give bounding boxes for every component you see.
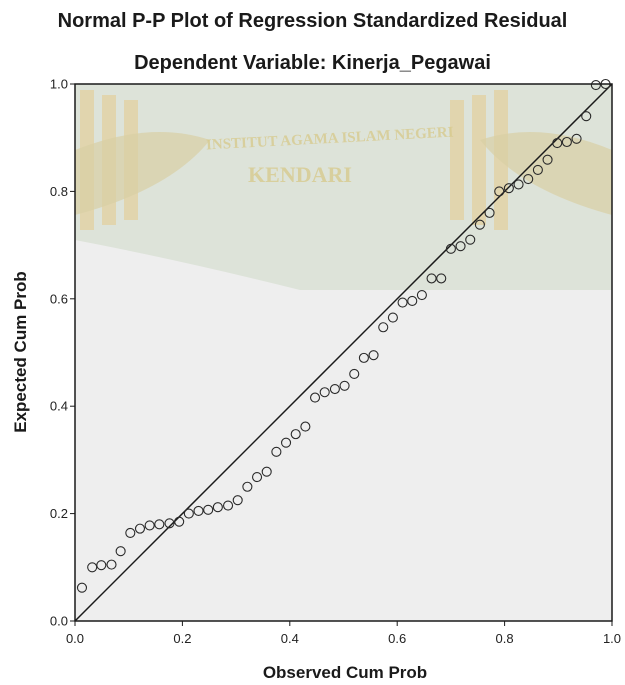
data-point-45: [513, 179, 524, 190]
data-point-5: [125, 527, 136, 538]
data-point-28: [349, 368, 360, 380]
y-tick-label-1: 0.2: [50, 506, 68, 521]
data-point-21: [280, 437, 292, 448]
data-point-42: [484, 207, 495, 218]
data-point-47: [532, 164, 543, 175]
plot-frame: [74, 83, 613, 622]
data-point-0: [76, 582, 88, 593]
data-point-2: [96, 560, 107, 571]
data-point-9: [164, 518, 175, 529]
data-point-52: [581, 111, 592, 122]
data-point-26: [329, 383, 340, 395]
x-tick-label-3: 0.6: [388, 631, 406, 646]
data-point-33: [397, 297, 408, 308]
y-tick-label-3: 0.6: [50, 291, 68, 306]
data-point-20: [271, 446, 282, 457]
x-tick-label-5: 1.0: [603, 631, 621, 646]
data-point-22: [290, 429, 301, 440]
data-point-18: [251, 472, 263, 483]
data-point-12: [193, 505, 204, 516]
x-axis: 0.0 0.2 0.4 0.6 0.8 1.0: [66, 621, 621, 646]
data-point-50: [561, 136, 572, 148]
data-point-7: [144, 520, 155, 531]
y-tick-label-2: 0.4: [50, 399, 68, 414]
reference-line: [74, 83, 613, 622]
data-point-36: [426, 273, 437, 284]
data-point-8: [154, 519, 165, 530]
data-point-6: [134, 523, 146, 534]
y-axis: 0.0 0.2 0.4 0.6 0.8 1.0: [50, 77, 75, 629]
data-points: [76, 78, 611, 593]
data-point-25: [319, 387, 330, 398]
y-tick-label-0: 0.0: [50, 614, 68, 629]
data-point-14: [212, 502, 223, 513]
data-point-16: [232, 495, 243, 506]
data-point-24: [309, 392, 321, 403]
data-point-37: [436, 273, 447, 284]
data-point-34: [407, 295, 418, 306]
data-point-13: [203, 504, 214, 515]
data-point-51: [571, 133, 582, 144]
data-point-27: [339, 380, 350, 391]
x-tick-label-2: 0.4: [281, 631, 299, 646]
data-point-15: [222, 500, 234, 511]
x-tick-label-0: 0.0: [66, 631, 84, 646]
data-point-38: [445, 243, 456, 254]
data-point-46: [523, 173, 534, 185]
data-point-4: [115, 546, 126, 557]
data-point-31: [378, 322, 389, 333]
watermark-text-main: KENDARI: [248, 162, 352, 187]
data-point-11: [183, 508, 194, 519]
data-point-17: [242, 481, 253, 492]
data-point-35: [416, 289, 427, 301]
data-point-10: [174, 516, 185, 527]
data-point-32: [387, 312, 398, 323]
data-point-39: [455, 241, 466, 252]
data-point-49: [552, 138, 563, 149]
data-point-41: [474, 219, 485, 230]
y-tick-label-5: 1.0: [50, 77, 68, 92]
chart-subtitle: Dependent Variable: Kinerja_Pegawai: [134, 52, 491, 74]
x-axis-title: Observed Cum Prob: [263, 663, 427, 682]
data-point-3: [106, 559, 117, 570]
y-axis-title: Expected Cum Prob: [11, 271, 30, 433]
x-tick-label-4: 0.8: [496, 631, 514, 646]
data-point-30: [368, 350, 379, 361]
data-point-29: [358, 352, 369, 363]
data-point-1: [87, 562, 98, 573]
data-point-43: [494, 186, 505, 197]
chart-title: Normal P-P Plot of Regression Standardiz…: [57, 10, 568, 32]
data-point-40: [465, 234, 476, 245]
x-tick-label-1: 0.2: [173, 631, 191, 646]
y-tick-label-4: 0.8: [50, 184, 68, 199]
data-point-23: [300, 421, 311, 432]
data-point-19: [261, 466, 272, 477]
watermark-seal: [75, 84, 612, 290]
data-point-53: [590, 80, 601, 91]
data-point-48: [542, 154, 553, 165]
data-point-44: [503, 183, 514, 194]
